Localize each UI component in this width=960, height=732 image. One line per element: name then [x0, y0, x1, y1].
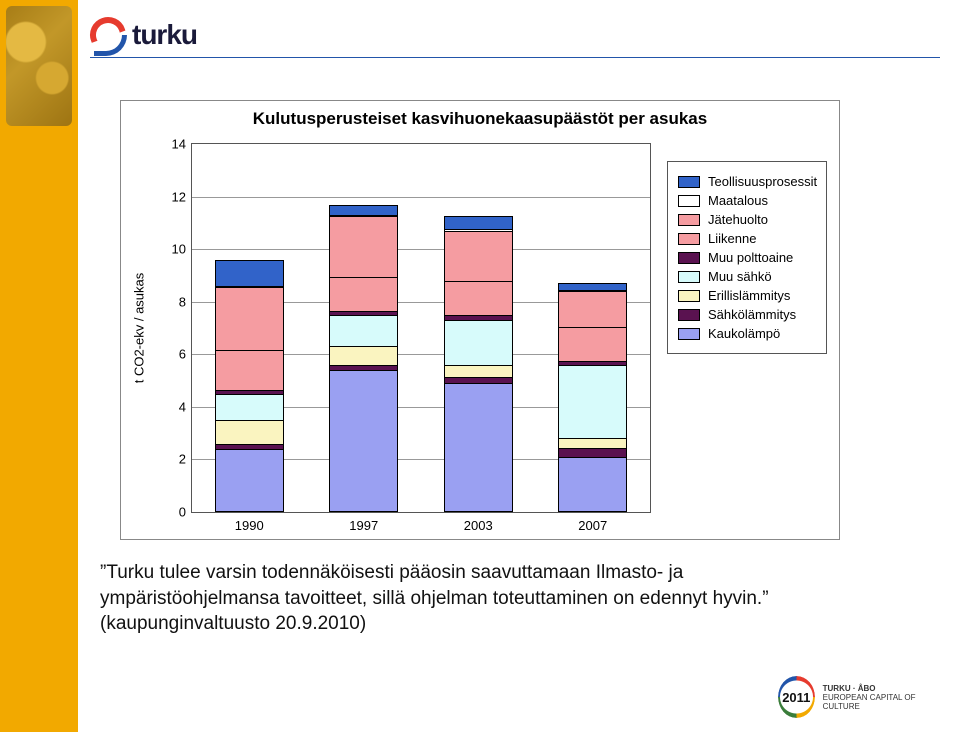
ecoc-year-icon: 2011: [778, 676, 815, 718]
legend-swatch: [678, 290, 700, 302]
gridline: [192, 197, 650, 198]
legend-label: Muu sähkö: [708, 269, 772, 284]
y-tick-label: 2: [179, 452, 186, 467]
left-orange-strip: [0, 0, 78, 732]
x-tick-label: 2007: [578, 518, 607, 533]
legend-label: Muu polttoaine: [708, 250, 793, 265]
y-tick-label: 0: [179, 505, 186, 520]
legend-item-liik: Liikenne: [678, 231, 816, 246]
segment-kauko: [329, 370, 398, 512]
legend-label: Kaukolämpö: [708, 326, 780, 341]
x-tick-label: 2003: [464, 518, 493, 533]
x-tick-label: 1997: [349, 518, 378, 533]
y-tick-label: 8: [179, 294, 186, 309]
segment-jate: [558, 291, 627, 326]
segment-sahko: [215, 394, 284, 420]
legend-swatch: [678, 309, 700, 321]
legend-label: Teollisuusprosessit: [708, 174, 817, 189]
ecoc-badge: 2011 TURKU · ÅBO EUROPEAN CAPITAL OF CUL…: [778, 676, 938, 718]
brand-logo: turku: [90, 17, 197, 57]
segment-liik: [444, 281, 513, 315]
brand-wordmark: turku: [132, 19, 197, 51]
y-tick-label: 10: [172, 242, 186, 257]
legend-swatch: [678, 328, 700, 340]
chart-title: Kulutusperusteiset kasvihuonekaasupäästö…: [121, 109, 839, 129]
x-tick-label: 1990: [235, 518, 264, 533]
y-tick-label: 14: [172, 137, 186, 152]
segment-jate: [215, 287, 284, 350]
segment-jate: [444, 231, 513, 281]
segment-jate: [329, 216, 398, 276]
segment-teoll: [329, 205, 398, 216]
bar-1997: [329, 205, 398, 512]
segment-liik: [215, 350, 284, 389]
segment-sahko: [558, 365, 627, 439]
segment-erillis: [444, 365, 513, 377]
segment-teoll: [215, 260, 284, 286]
segment-liik: [329, 277, 398, 311]
legend-label: Liikenne: [708, 231, 756, 246]
legend-label: Sähkölämmitys: [708, 307, 796, 322]
legend-item-sahkolam: Sähkölämmitys: [678, 307, 816, 322]
header: turku: [90, 8, 940, 58]
segment-erillis: [215, 420, 284, 444]
legend-swatch: [678, 176, 700, 188]
segment-sahkolam: [558, 448, 627, 457]
segment-erillis: [329, 346, 398, 364]
legend-swatch: [678, 252, 700, 264]
segment-erillis: [558, 438, 627, 447]
y-tick-label: 12: [172, 189, 186, 204]
segment-liik: [558, 327, 627, 361]
legend-swatch: [678, 271, 700, 283]
bar-1990: [215, 260, 284, 512]
legend-item-erillis: Erillislämmitys: [678, 288, 816, 303]
y-axis-label: t CO2-ekv / asukas: [129, 143, 149, 513]
legend-item-teoll: Teollisuusprosessit: [678, 174, 816, 189]
logo-swoosh-icon: [90, 17, 126, 53]
gridline: [192, 249, 650, 250]
y-tick-label: 4: [179, 399, 186, 414]
segment-sahko: [329, 315, 398, 347]
ornament-image: [6, 6, 72, 126]
legend-swatch: [678, 233, 700, 245]
segment-kauko: [558, 457, 627, 512]
bar-2003: [444, 216, 513, 512]
ecoc-text: TURKU · ÅBO EUROPEAN CAPITAL OF CULTURE: [823, 684, 938, 711]
legend-item-poltto: Muu polttoaine: [678, 250, 816, 265]
segment-kauko: [215, 449, 284, 512]
segment-kauko: [444, 383, 513, 512]
chart-plot-area: 024681012141990199720032007: [191, 143, 651, 513]
legend-item-maat: Maatalous: [678, 193, 816, 208]
legend-swatch: [678, 214, 700, 226]
bar-2007: [558, 283, 627, 512]
segment-sahko: [444, 320, 513, 365]
legend-label: Erillislämmitys: [708, 288, 790, 303]
legend-label: Maatalous: [708, 193, 768, 208]
legend-item-jate: Jätehuolto: [678, 212, 816, 227]
chart-container: Kulutusperusteiset kasvihuonekaasupäästö…: [120, 100, 840, 540]
legend-item-kauko: Kaukolämpö: [678, 326, 816, 341]
legend-item-sahko: Muu sähkö: [678, 269, 816, 284]
chart-legend: Teollisuusprosessit Maatalous Jätehuolto Li…: [667, 161, 827, 354]
legend-label: Jätehuolto: [708, 212, 768, 227]
segment-teoll: [444, 216, 513, 229]
legend-swatch: [678, 195, 700, 207]
y-tick-label: 6: [179, 347, 186, 362]
caption-text: ”Turku tulee varsin todennäköisesti pääo…: [100, 560, 840, 637]
